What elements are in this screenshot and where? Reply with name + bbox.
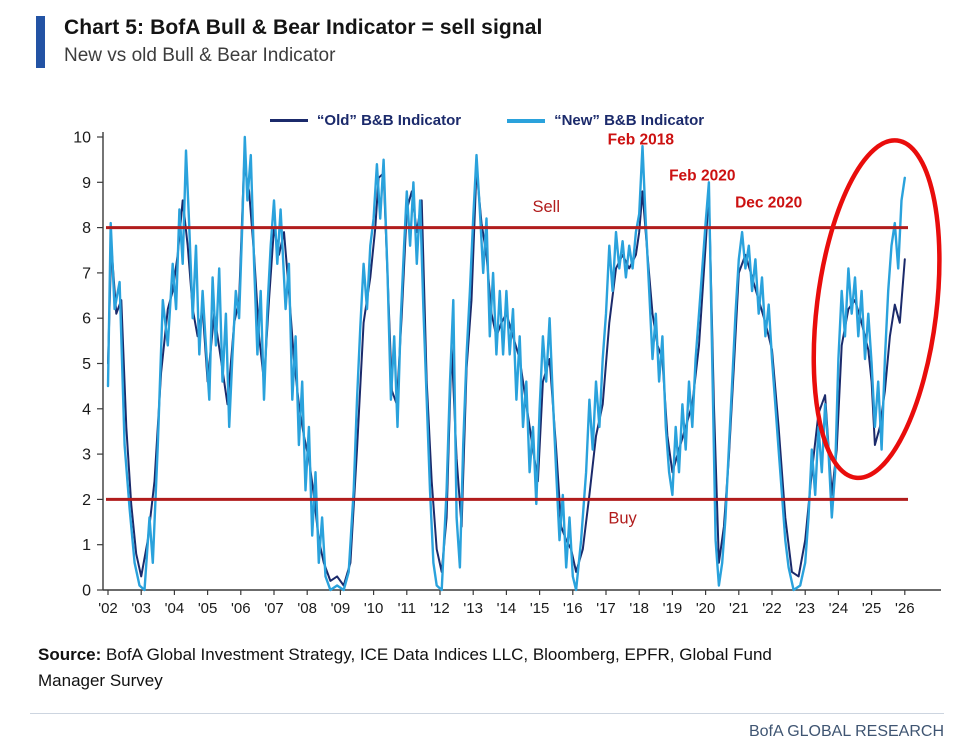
x-tick-label: '05: [198, 600, 218, 617]
y-tick-label: 9: [82, 175, 91, 192]
x-tick-label: '07: [264, 600, 284, 617]
source-note: Source: BofA Global Investment Strategy,…: [38, 642, 823, 693]
y-tick-label: 6: [82, 311, 91, 328]
x-tick-label: '23: [795, 600, 815, 617]
legend-item-new: “New” B&B Indicator: [507, 112, 704, 129]
threshold-label-buy: Buy: [608, 509, 637, 527]
legend-swatch-new-icon: [507, 118, 546, 123]
y-tick-label: 5: [82, 356, 91, 373]
x-tick-label: '20: [696, 600, 716, 617]
x-tick-label: '22: [762, 600, 782, 617]
x-tick-label: '14: [497, 600, 517, 617]
x-tick-label: '17: [596, 600, 616, 617]
x-tick-label: '03: [131, 600, 151, 617]
chart-header: Chart 5: BofA Bull & Bear Indicator = se…: [0, 0, 974, 68]
legend-item-old: “Old” B&B Indicator: [269, 112, 462, 129]
x-tick-label: '21: [729, 600, 749, 617]
y-tick-label: 10: [73, 130, 91, 147]
x-tick-label: '16: [563, 600, 583, 617]
y-tick-label: 7: [82, 265, 91, 282]
y-tick-label: 3: [82, 447, 91, 464]
page-title: Chart 5: BofA Bull & Bear Indicator = se…: [64, 16, 543, 39]
y-tick-label: 4: [82, 401, 91, 418]
x-tick-label: '19: [663, 600, 683, 617]
x-tick-label: '25: [862, 600, 882, 617]
x-tick-label: '26: [895, 600, 915, 617]
x-tick-label: '15: [530, 600, 550, 617]
x-tick-label: '18: [629, 600, 649, 617]
x-tick-label: '13: [463, 600, 483, 617]
legend-label-old: “Old” B&B Indicator: [316, 112, 462, 129]
y-tick-label: 0: [82, 583, 91, 600]
x-tick-label: '10: [364, 600, 384, 617]
source-text: BofA Global Investment Strategy, ICE Dat…: [38, 645, 772, 690]
footer-brand: BofA GLOBAL RESEARCH: [748, 723, 944, 740]
annotation-dec-2020: Dec 2020: [735, 195, 802, 212]
y-tick-label: 2: [82, 492, 91, 509]
page-subtitle: New vs old Bull & Bear Indicator: [64, 45, 336, 66]
x-tick-label: '11: [398, 600, 416, 617]
source-label: Source:: [38, 645, 102, 664]
x-tick-label: '09: [331, 600, 351, 617]
annotation-feb-2018: Feb 2018: [608, 131, 675, 148]
x-tick-label: '24: [829, 600, 849, 617]
series-new-line: [106, 135, 906, 592]
x-tick-label: '08: [297, 600, 317, 617]
y-tick-label: 1: [82, 537, 91, 554]
footer-brand-bar: BofA GLOBAL RESEARCH: [30, 713, 944, 741]
annotation-feb-2020: Feb 2020: [669, 168, 735, 185]
x-tick-label: '04: [165, 600, 185, 617]
chart-legend: “Old” B&B Indicator “New” B&B Indicator: [0, 112, 974, 129]
highlight-ellipse: [811, 138, 942, 481]
legend-swatch-old-icon: [269, 119, 308, 122]
chart-area: “Old” B&B Indicator “New” B&B Indicator …: [0, 92, 974, 632]
x-tick-label: '12: [430, 600, 450, 617]
x-tick-label: '02: [98, 600, 118, 617]
y-tick-label: 8: [82, 220, 91, 237]
accent-bar: [36, 16, 45, 68]
bull-bear-indicator-plot: 0 1 2 3 4 5 6 7 8 9 10 '02 '03 '04 '05 '06 '07 '08 '09 '10 '…: [73, 130, 942, 617]
legend-label-new: “New” B&B Indicator: [554, 112, 705, 129]
threshold-label-sell: Sell: [532, 198, 560, 216]
x-tick-label: '06: [231, 600, 251, 617]
